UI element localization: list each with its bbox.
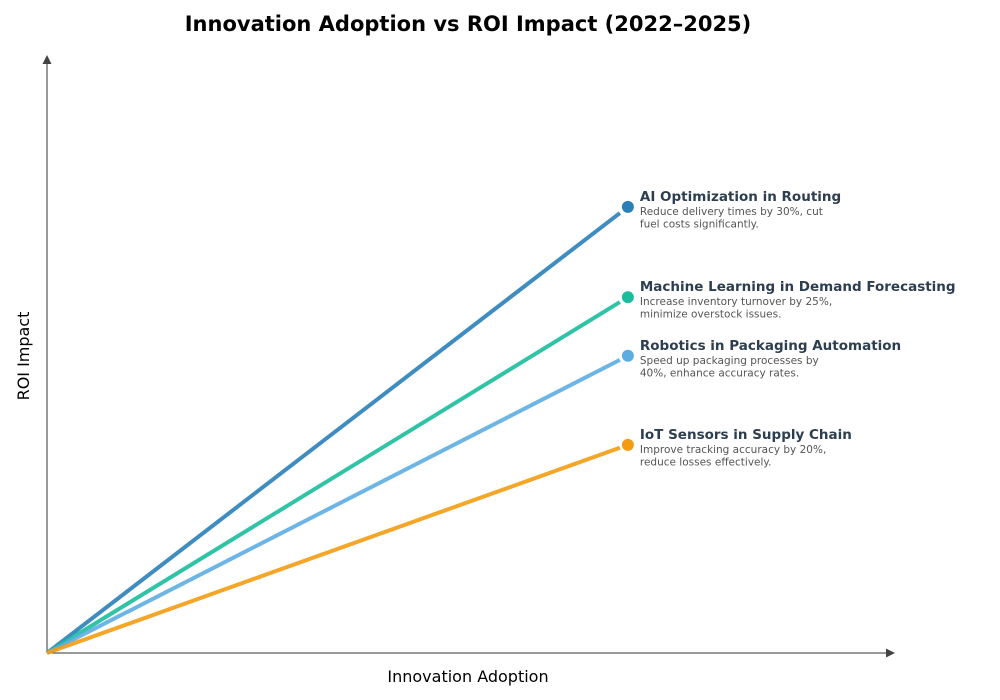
x-axis-label: Innovation Adoption <box>387 667 548 686</box>
series-description: Speed up packaging processes by <box>640 355 819 367</box>
series-description: Increase inventory turnover by 25%, <box>640 296 832 308</box>
series-description: fuel costs significantly. <box>640 218 759 230</box>
series-line <box>45 211 622 655</box>
x-axis-arrow <box>886 648 895 658</box>
series-description: Improve tracking accuracy by 20%, <box>640 444 826 456</box>
series-description: Reduce delivery times by 30%, cut <box>640 206 823 218</box>
series-endpoint <box>621 200 634 213</box>
series-line <box>46 445 621 655</box>
series-description: reduce losses effectively. <box>640 456 772 468</box>
chart-title: Innovation Adoption vs ROI Impact (2022–… <box>185 12 752 36</box>
series-label: AI Optimization in Routing <box>640 189 841 205</box>
y-axis-label: ROI Impact <box>14 312 33 401</box>
series-line <box>45 300 621 655</box>
series-endpoint <box>621 349 634 362</box>
series-endpoint <box>621 291 634 304</box>
series-label: Robotics in Packaging Automation <box>640 338 901 354</box>
y-axis-arrow <box>42 55 52 64</box>
series-description: 40%, enhance accuracy rates. <box>640 367 799 379</box>
series-description: minimize overstock issues. <box>640 309 782 321</box>
series-endpoint <box>621 438 634 451</box>
series-line <box>46 358 621 655</box>
series-label: Machine Learning in Demand Forecasting <box>640 279 956 295</box>
series-label: IoT Sensors in Supply Chain <box>640 427 852 443</box>
